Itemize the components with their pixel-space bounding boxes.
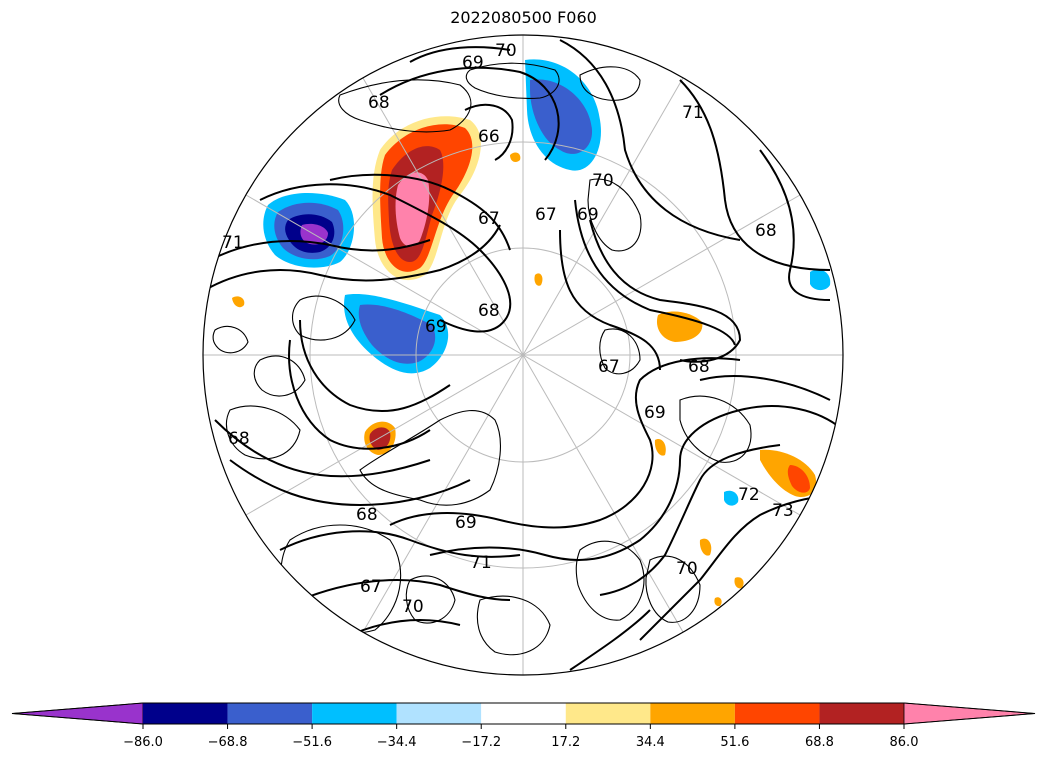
- colorbar-tick-label: −86.0: [123, 735, 163, 750]
- map-boundary: [202, 34, 844, 676]
- contour-label: 69: [644, 403, 666, 423]
- colorbar-segment: [143, 703, 228, 724]
- contour-label: 71: [470, 553, 492, 573]
- contour-label: 68: [688, 357, 710, 377]
- graticule: [203, 35, 843, 675]
- colorbar-tick-label: −34.4: [377, 735, 417, 750]
- colorbar-tick-label: 34.4: [636, 735, 665, 750]
- colorbar-tick-label: 68.8: [805, 735, 834, 750]
- contour-label: 68: [356, 505, 378, 525]
- colorbar-segment: [650, 703, 735, 724]
- colorbar-tick-label: −51.6: [292, 735, 332, 750]
- contour-label: 69: [425, 317, 447, 337]
- contour-label: 67: [535, 205, 557, 225]
- colorbar-extend-max: [903, 702, 1036, 725]
- colorbar-segments: [11, 702, 1036, 725]
- contour-label: 67: [478, 209, 500, 229]
- colorbar-segment: [481, 703, 566, 724]
- colorbar-segment: [565, 703, 651, 724]
- contour-label: 70: [402, 597, 424, 617]
- colorbar-segment: [312, 703, 397, 724]
- height-contours: [204, 39, 843, 671]
- colorbar-tick-label: −17.2: [461, 735, 501, 750]
- colorbar-ticks: −86.0 −68.8 −51.6 −34.4 −17.2 17.2 34.4 51.6 68.…: [123, 724, 918, 750]
- contour-label: 70: [676, 559, 698, 579]
- contour-label: 69: [577, 205, 599, 225]
- colorbar-segment: [734, 703, 820, 724]
- contour-label: 70: [592, 171, 614, 191]
- contour-label: 69: [462, 53, 484, 73]
- contour-label: 69: [455, 513, 477, 533]
- contour-label-layer: 70 69 68 66 67 67 71 70 69 68 68 69 67 6…: [222, 41, 794, 617]
- colorbar-segment: [396, 703, 482, 724]
- map-title: 2022080500 F060: [450, 8, 597, 27]
- contour-label: 68: [368, 93, 390, 113]
- contour-label: 72: [738, 485, 760, 505]
- contour-label: 67: [360, 577, 382, 597]
- contour-label: 68: [755, 221, 777, 241]
- contour-label: 68: [478, 301, 500, 321]
- colorbar-outline: [11, 702, 1036, 725]
- contour-label: 71: [682, 103, 704, 123]
- colorbar-tick-label: 86.0: [890, 735, 919, 750]
- contour-label: 67: [598, 357, 620, 377]
- colorbar-extend-min: [11, 702, 144, 725]
- colorbar-tick-label: 51.6: [720, 735, 749, 750]
- colorbar-segment: [819, 703, 904, 724]
- colorbar-tick-label: 17.2: [551, 735, 580, 750]
- colorbar-tick-label: −68.8: [208, 735, 248, 750]
- anomaly-fill-layer: [232, 59, 831, 607]
- contour-label: 73: [772, 501, 794, 521]
- contour-label: 66: [478, 127, 500, 147]
- contour-label: 68: [228, 429, 250, 449]
- polar-map: 70 69 68 66 67 67 71 70 69 68 68 69 67 6…: [202, 34, 844, 676]
- contour-label: 71: [222, 233, 244, 253]
- colorbar-segment: [227, 703, 313, 724]
- contour-label: 70: [495, 41, 517, 61]
